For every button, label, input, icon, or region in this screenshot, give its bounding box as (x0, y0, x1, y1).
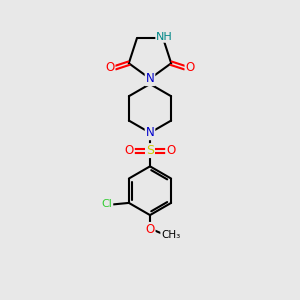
Text: CH₃: CH₃ (161, 230, 180, 240)
Text: O: O (105, 61, 115, 74)
Text: S: S (146, 144, 154, 157)
Text: NH: NH (156, 32, 173, 42)
Text: O: O (185, 61, 195, 74)
Text: O: O (166, 144, 176, 157)
Text: N: N (146, 126, 154, 139)
Text: O: O (146, 223, 154, 236)
Text: N: N (146, 72, 154, 85)
Text: O: O (124, 144, 134, 157)
Text: Cl: Cl (101, 200, 112, 209)
